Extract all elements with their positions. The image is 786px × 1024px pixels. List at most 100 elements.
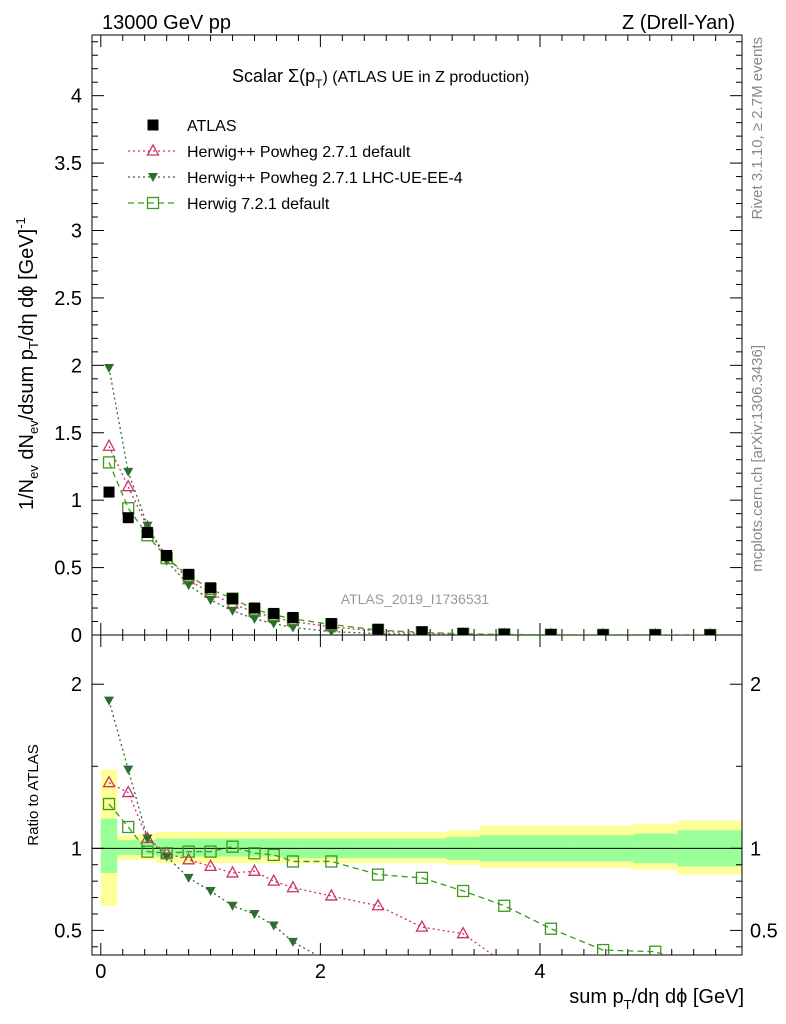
point-atlas <box>287 611 299 623</box>
point-powheg_ue <box>227 606 238 616</box>
point-atlas <box>597 629 609 635</box>
point-atlas <box>372 623 384 635</box>
point-atlas <box>649 629 661 635</box>
ylabel-a: 1/N <box>16 479 38 510</box>
legend-marker-powheg_ue <box>148 173 158 182</box>
ratio-point-herwig721 <box>102 797 116 811</box>
ratio-point-powheg_ue <box>227 901 238 911</box>
ylabel-d: /dη dϕ [GeV] <box>16 229 38 341</box>
ratio-point-herwig721 <box>141 845 154 858</box>
point-atlas <box>103 486 115 498</box>
ratio-point-herwig721 <box>286 855 300 868</box>
ylabel-c: /dsum p <box>16 349 38 420</box>
point-powheg_default <box>102 438 116 451</box>
ratio-point-herwig721 <box>415 871 429 885</box>
ratio-point-powheg_default <box>102 775 116 788</box>
band-inner-bin <box>265 838 282 857</box>
y-tick-label: 3.5 <box>54 153 82 175</box>
plot-title-tail: ) (ATLAS UE in Z production) <box>323 69 530 86</box>
ratio-point-powheg_default <box>371 898 385 911</box>
plot-title-sub: T <box>315 77 323 91</box>
ratio-y-tick-label: 0.5 <box>54 920 82 942</box>
ratio-point-powheg_ue <box>161 852 172 862</box>
ratio-point-herwig721 <box>596 943 610 955</box>
y-tick-label: 1 <box>71 490 82 512</box>
ratio-line-powheg_default <box>108 782 494 955</box>
band-inner-bin <box>199 838 222 857</box>
ratio-point-powheg_ue <box>123 765 134 775</box>
main-series <box>102 364 717 635</box>
ratio-point-powheg_ue <box>546 997 556 1006</box>
ratio-point-herwig721 <box>325 855 338 868</box>
ratio-point-powheg_ue <box>326 959 336 968</box>
point-herwig721 <box>122 502 135 515</box>
point-atlas <box>457 627 469 635</box>
point-atlas <box>141 527 153 539</box>
ratio-point-powheg_ue <box>287 937 298 947</box>
ratio-point-powheg_ue <box>417 981 427 990</box>
plot-title-main: Scalar Σ(p <box>232 66 315 86</box>
ratio-point-powheg_ue <box>458 987 468 996</box>
axis-tick-labels: 0 2 4 0 0.5 1 1.5 2 2.5 3 3.5 4 0.5 0.5 1 1 2 2 <box>54 86 778 983</box>
ratio-line-herwig721 <box>108 803 667 955</box>
ratio-point-powheg_default <box>499 957 510 967</box>
ratio-point-powheg_default <box>545 974 556 984</box>
y-tick-label: 2 <box>71 355 82 377</box>
point-atlas <box>498 628 510 635</box>
legend: ATLAS Herwig++ Powheg 2.7.1 default Herwig… <box>128 118 463 213</box>
legend-label-powheg_ue: Herwig++ Powheg 2.7.1 LHC-UE-EE-4 <box>187 170 463 187</box>
point-herwig721 <box>102 456 116 469</box>
ratio-point-herwig721 <box>705 966 716 977</box>
point-powheg_ue <box>287 623 298 633</box>
ratio-point-herwig721 <box>456 884 470 898</box>
analysis-watermark: ATLAS_2019_I1736531 <box>341 591 490 607</box>
ratio-point-powheg_default <box>225 865 240 878</box>
point-powheg_ue <box>142 521 153 531</box>
point-atlas <box>545 629 557 635</box>
ratio-point-powheg_default <box>247 863 262 876</box>
point-atlas <box>704 629 716 635</box>
series-line-herwig721 <box>108 462 711 635</box>
plot-title: Scalar Σ(pT) (ATLAS UE in Z production) <box>232 66 529 91</box>
point-atlas <box>161 549 173 561</box>
ratio-point-herwig721 <box>649 945 662 955</box>
ratio-point-herwig721 <box>160 847 173 860</box>
point-atlas <box>416 626 428 635</box>
x-tick-label: 0 <box>95 961 106 983</box>
point-powheg_ue <box>205 595 216 605</box>
point-atlas <box>183 568 195 580</box>
y-tick-label: 2.5 <box>54 288 82 310</box>
ratio-uncertainty-bands <box>100 769 742 906</box>
point-powheg_ue <box>268 619 279 629</box>
ylabel-a-sub: ev <box>26 465 41 479</box>
rivet-version-label: Rivet 3.1.10, ≥ 2.7M events <box>749 37 766 220</box>
ratio-point-powheg_ue <box>249 909 260 919</box>
ratio-point-powheg_ue <box>142 834 153 844</box>
y-tick-label: 0.5 <box>54 558 82 580</box>
ratio-series <box>102 696 716 1006</box>
x-axis-label: sum pT/dη dϕ [GeV] <box>569 986 744 1012</box>
ratio-point-herwig721 <box>371 868 385 881</box>
mcplots-label: mcplots.cern.ch [arXiv:1306.3436] <box>749 345 766 572</box>
ratio-point-powheg_ue <box>205 887 216 896</box>
point-powheg_default <box>121 479 135 492</box>
ylabel-b-sub: ev <box>26 420 41 434</box>
ratio-point-powheg_default <box>182 852 196 865</box>
ratio-point-herwig721 <box>248 847 261 860</box>
ratio-point-powheg_default <box>121 785 135 798</box>
ratio-y-tick-label-right: 1 <box>750 838 761 860</box>
ratio-y-tick-label-right: 0.5 <box>750 920 778 942</box>
legend-label-herwig721: Herwig 7.2.1 default <box>187 196 330 213</box>
point-powheg_ue <box>249 614 260 624</box>
ratio-point-herwig721 <box>182 845 195 858</box>
ratio-y-tick-label-right: 2 <box>750 674 761 696</box>
xlabel-a: sum p <box>569 986 623 1008</box>
ylabel-d-sup: -1 <box>13 217 28 229</box>
point-atlas <box>227 593 239 605</box>
point-powheg_ue <box>104 364 115 374</box>
point-atlas <box>205 582 217 594</box>
ratio-point-powheg_ue <box>499 992 509 1001</box>
y-tick-label: 1.5 <box>54 423 82 445</box>
ratio-point-herwig721 <box>267 848 280 862</box>
